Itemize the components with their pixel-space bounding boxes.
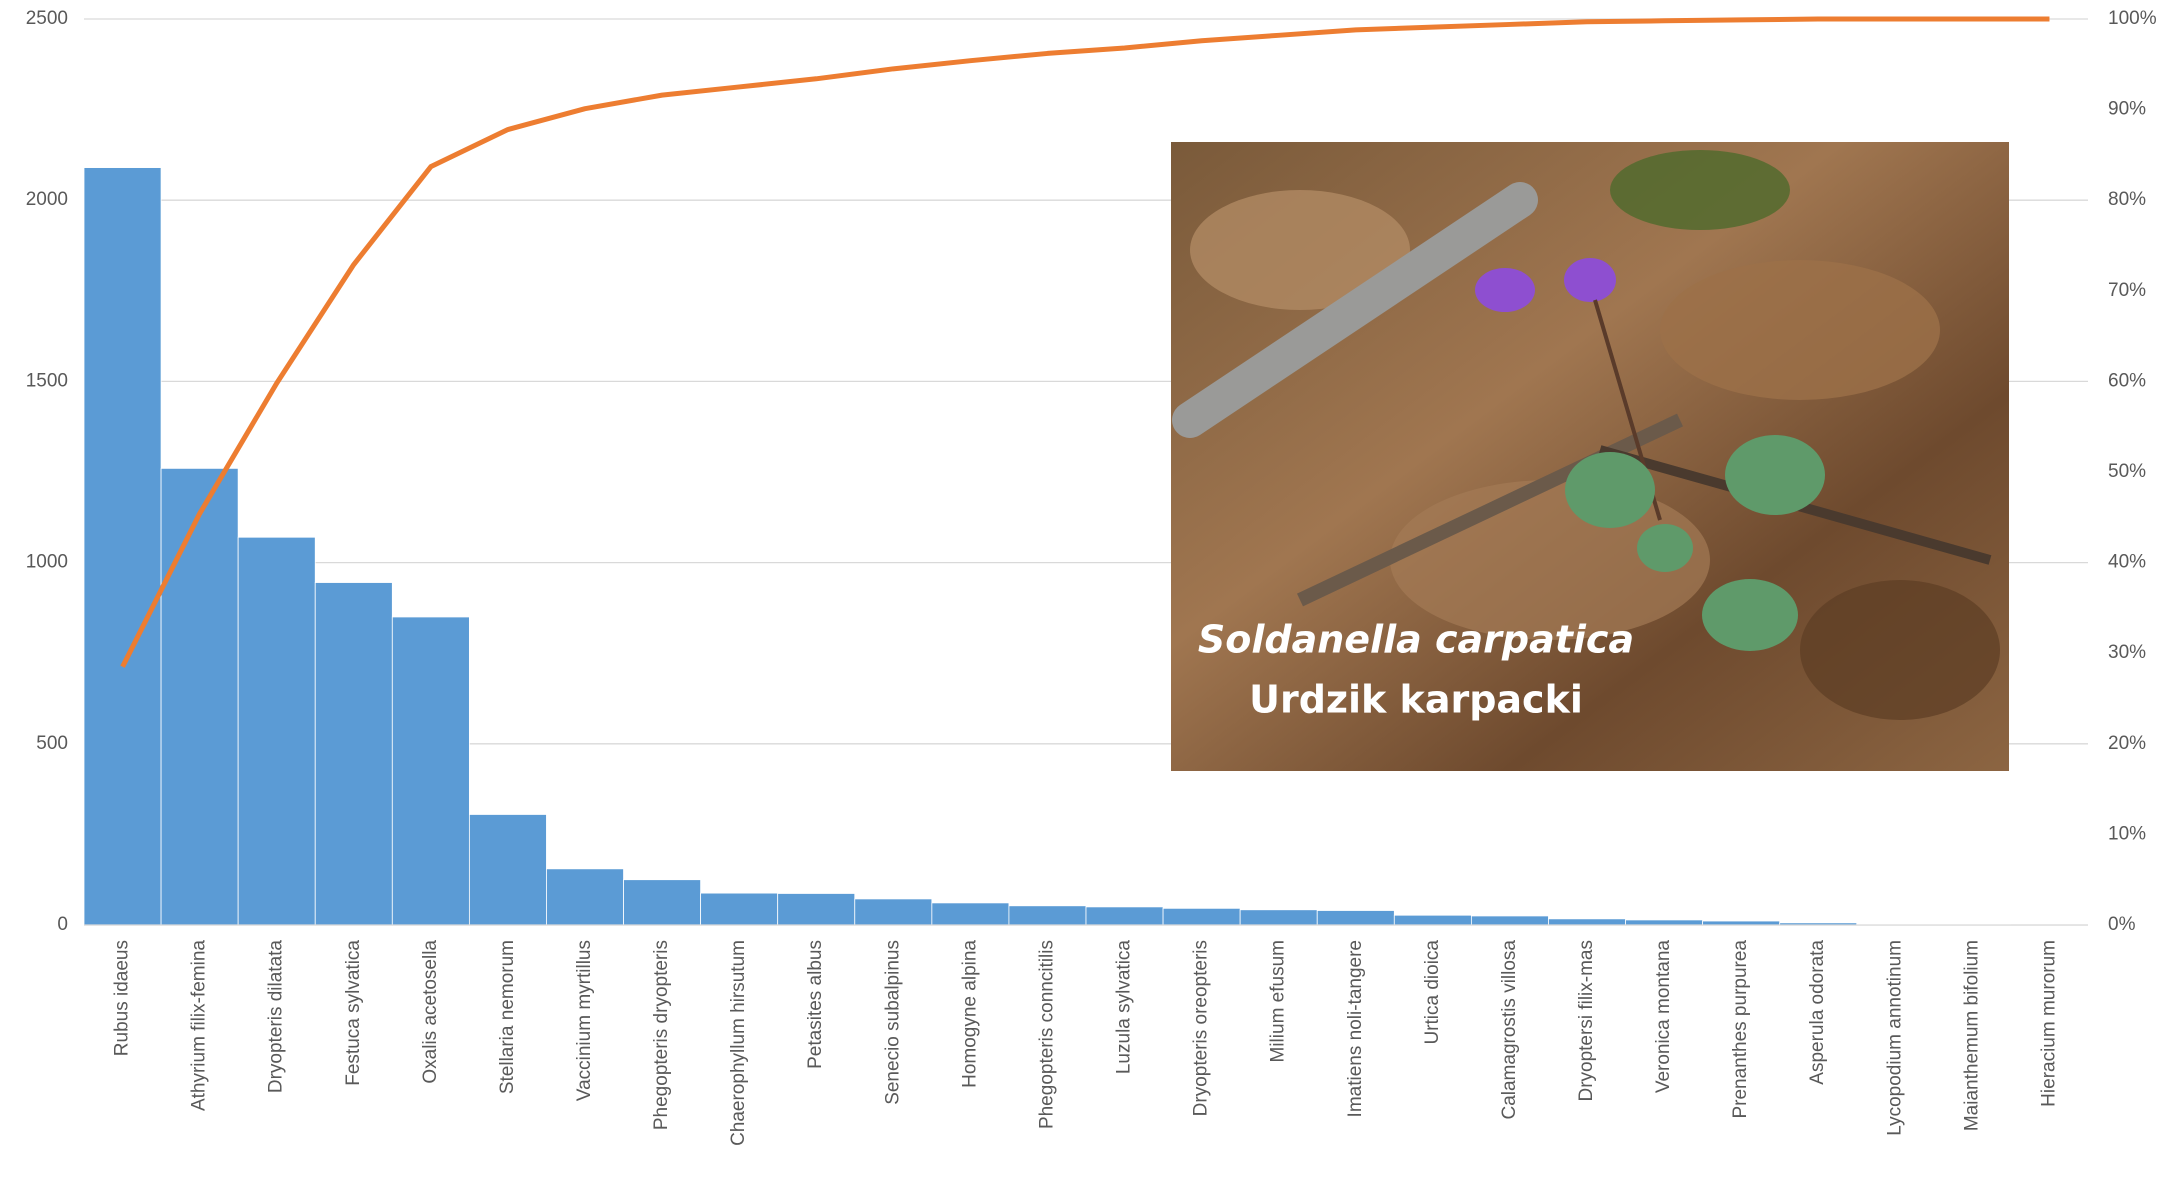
bar [1548,918,1626,926]
y2-tick-label: 10% [2108,823,2146,844]
x-tick-label: Rubus idaeus [112,940,133,1056]
y2-tick-label: 90% [2108,99,2146,120]
photo-inset: Soldanella carpatica Urdzik karpacki [1171,142,2009,771]
bar [623,879,702,926]
x-tick-label: Asperula odorata [1807,940,1828,1085]
x-tick-label: Athyrium filix-femina [189,940,210,1111]
y2-tick-label: 80% [2108,189,2146,210]
bar [931,902,1010,926]
y-tick-label: 500 [36,733,68,754]
bar [1470,915,1549,926]
y-tick-label: 1500 [26,370,68,391]
y-tick-label: 1000 [26,552,68,573]
x-tick-label: Phegopteris dryopteris [651,940,672,1130]
x-tick-label: Lycopodium annotinum [1884,940,1905,1136]
y-tick-label: 2000 [26,189,68,210]
bar [160,467,239,926]
x-tick-label: Phegopteris conncitilis [1036,940,1057,1129]
x-tick-label: Urtica dioica [1422,940,1443,1045]
x-tick-label: Petasites albus [805,940,826,1069]
y2-tick-label: 0% [2108,914,2136,935]
y2-tick-label: 40% [2108,552,2146,573]
bar [1085,906,1164,926]
cumulative-line [120,16,2050,668]
x-tick-label: Festuca sylvatica [343,940,364,1086]
x-tick-label: Dryopteris dilatata [266,940,287,1094]
x-tick-label: Dryoptersi filix-mas [1576,940,1597,1102]
x-tick-label: Oxalis acetosella [420,940,441,1084]
bar [1316,910,1395,926]
bar [83,167,162,926]
bar [854,898,933,926]
x-tick-label: Maianthemum bifolium [1961,940,1982,1131]
x-tick-label: Homogyne alpina [959,940,980,1088]
x-tick-label: Calamagrostis villosa [1499,940,1520,1120]
x-tick-label: Veronica montana [1653,940,1674,1094]
bar [1625,919,1704,926]
bar [391,616,470,926]
y-tick-label: 2500 [26,8,68,29]
bar [1162,907,1241,926]
bar [314,582,393,926]
y2-tick-label: 60% [2108,370,2146,391]
x-tick-label: Stellaria nemorum [497,940,518,1094]
y2-tick-label: 50% [2108,461,2146,482]
x-tick-label: Chaerophyllum hirsutum [728,940,749,1146]
y2-tick-label: 70% [2108,280,2146,301]
x-tick-label: Hieracium murorum [2038,940,2059,1107]
bar [1008,905,1087,926]
x-tick-label: Luzula sylvatica [1114,940,1135,1075]
bar [700,892,779,926]
y-tick-label: 0 [57,914,68,935]
bar [777,893,856,926]
y2-tick-label: 100% [2108,8,2157,29]
y2-tick-label: 20% [2108,733,2146,754]
y2-tick-label: 30% [2108,642,2146,663]
x-tick-label: Prenanthes purpurea [1730,940,1751,1119]
photo-caption-latin: Soldanella carpatica [1198,618,1634,662]
bar [468,814,547,926]
x-tick-label: Vaccinium myrtillus [574,940,595,1101]
bar [546,868,624,926]
x-tick-label: Senecio subalpinus [882,940,903,1105]
x-tick-label: Imatiens noli-tangere [1345,940,1366,1117]
bar [1393,914,1472,926]
photo-caption-polish: Urdzik karpacki [1249,678,1583,722]
bar [237,536,316,926]
bar [1239,909,1318,926]
x-tick-label: Milium efusum [1268,940,1289,1062]
x-tick-label: Dryopteris oreopteris [1191,940,1212,1116]
